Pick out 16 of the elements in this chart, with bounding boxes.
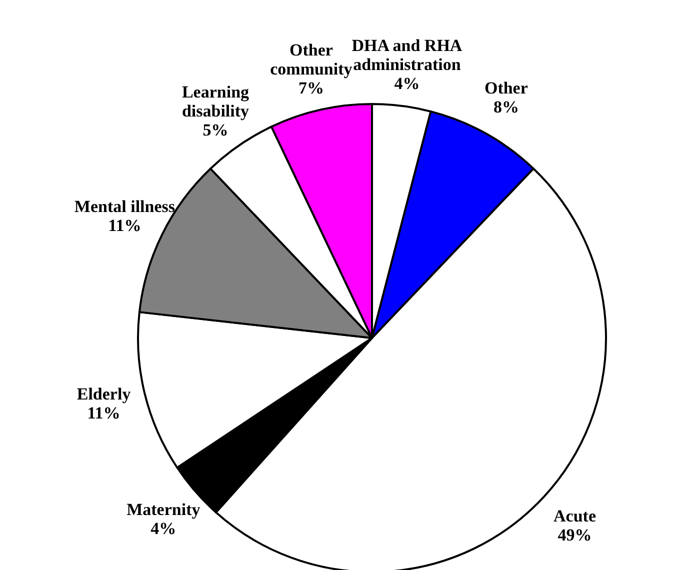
slice-label: DHA and RHA administration xyxy=(352,36,463,74)
slice-label: Elderly xyxy=(76,384,132,404)
slice-label: Other xyxy=(484,78,528,98)
data-label: 8% xyxy=(493,97,519,116)
data-label: 7% xyxy=(298,78,324,98)
data-label: 11% xyxy=(87,404,120,423)
slice-label: Maternity xyxy=(126,500,201,520)
data-label: 4% xyxy=(394,74,420,94)
data-label: 11% xyxy=(108,216,142,235)
slice-label: Acute xyxy=(554,506,596,526)
data-label: 4% xyxy=(150,519,176,538)
slice-label: Other community xyxy=(270,40,353,79)
data-label: 49% xyxy=(558,526,592,545)
slice-label: Learning disability xyxy=(182,82,250,121)
slice-label: Mental illness xyxy=(74,196,176,216)
data-label: 5% xyxy=(202,120,228,140)
